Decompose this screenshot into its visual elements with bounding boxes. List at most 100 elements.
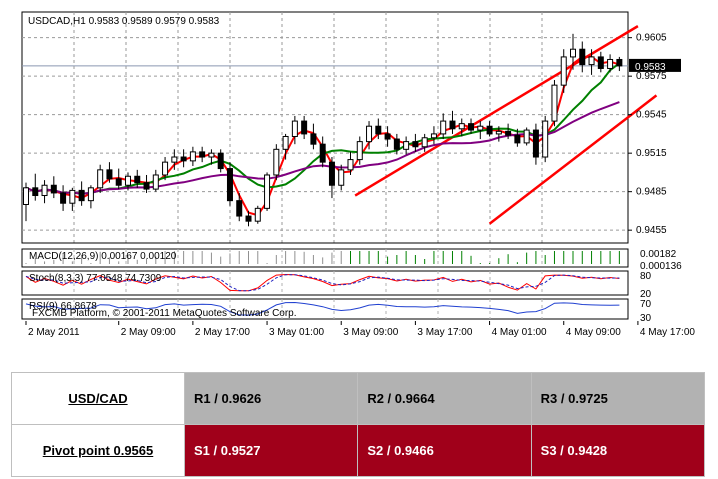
copyright-text: FXCMB Platform, © 2001-2011 MetaQuotes S… — [32, 308, 297, 319]
trend-channel-line — [488, 94, 658, 225]
candle-body — [468, 123, 475, 131]
candle-body — [588, 56, 595, 66]
candle-body — [78, 189, 85, 202]
pivot-cell: Pivot point 0.9565 — [11, 424, 185, 477]
candle-body — [97, 169, 104, 189]
candle-body — [134, 175, 141, 184]
candle-body — [152, 174, 159, 190]
candle-body — [477, 125, 484, 131]
candle-body — [328, 161, 335, 186]
candle-body — [532, 129, 539, 158]
candle-body — [87, 187, 94, 202]
candle-body — [375, 125, 382, 135]
candle-body — [264, 174, 271, 209]
r3-cell: R3 / 0.9725 — [530, 372, 706, 425]
current-price-box — [629, 58, 681, 72]
candle-body — [551, 84, 558, 122]
rsi-tick-label: 30 — [640, 313, 652, 324]
candle-body — [301, 120, 308, 135]
x-tick-label: 3 May 01:00 — [269, 327, 324, 338]
candle-body — [514, 134, 521, 144]
candle-body — [440, 120, 447, 135]
candle-body — [495, 130, 502, 135]
s3-cell: S3 / 0.9428 — [530, 424, 706, 477]
candle-body — [421, 137, 428, 148]
candle-body — [384, 133, 391, 140]
candle-body — [560, 56, 567, 86]
y-tick-label: 0.9545 — [636, 110, 667, 121]
candle-body — [570, 48, 577, 58]
chart-header: USDCAD,H1 0.9583 0.9589 0.9579 0.9583 — [28, 16, 220, 27]
y-tick-label: 0.9485 — [636, 187, 667, 198]
candle-body — [393, 138, 400, 150]
x-tick-label: 3 May 09:00 — [343, 327, 398, 338]
candle-body — [282, 135, 289, 150]
current-price-label: 0.9583 — [635, 62, 666, 73]
candle-body — [486, 125, 493, 135]
r1-cell: R1 / 0.9626 — [183, 372, 359, 425]
s2-cell: S2 / 0.9466 — [357, 424, 532, 477]
pivot-label: Pivot point 0.9565 — [42, 443, 154, 458]
candle-body — [245, 215, 252, 222]
candle-body — [430, 133, 437, 139]
rsi-line — [25, 301, 620, 316]
candle-body — [226, 168, 233, 202]
candle-body — [338, 169, 345, 186]
stoch-label: Stoch(8,3,3) 77.0548 74.7309 — [29, 273, 162, 284]
pivot-table: USD/CAD R1 / 0.9626 R2 / 0.9664 R3 / 0.9… — [11, 372, 706, 477]
x-tick-label: 2 May 2011 — [28, 327, 80, 338]
candle-body — [143, 182, 150, 190]
x-tick-label: 4 May 17:00 — [640, 327, 695, 338]
candle-body — [50, 184, 57, 194]
candle-body — [171, 156, 178, 163]
y-tick-label: 0.9515 — [636, 148, 667, 159]
candle-body — [162, 161, 169, 176]
candle-body — [208, 152, 215, 158]
candle-body — [115, 178, 122, 186]
candle-body — [310, 133, 317, 145]
candle-body — [291, 120, 298, 137]
candle-body — [254, 207, 261, 222]
candle-body — [106, 169, 113, 180]
candle-body — [319, 143, 326, 163]
candle-body — [23, 187, 29, 205]
pair-label: USD/CAD — [68, 391, 128, 406]
candle-body — [356, 141, 363, 161]
candle-body — [412, 141, 419, 148]
macd-tick-label: 0.000136 — [640, 261, 682, 272]
y-tick-label: 0.9605 — [636, 33, 667, 44]
r2-cell: R2 / 0.9664 — [357, 372, 532, 425]
s1-cell: S1 / 0.9527 — [183, 424, 359, 477]
candle-body — [236, 200, 243, 217]
candle-body — [189, 151, 196, 162]
x-tick-label: 3 May 17:00 — [417, 327, 472, 338]
candle-body — [60, 192, 67, 204]
candle-body — [597, 56, 604, 69]
stoch-main-line — [25, 273, 620, 292]
candle-body — [69, 189, 76, 204]
x-tick-label: 2 May 09:00 — [121, 327, 176, 338]
price-chart: MACD(12,26,9) 0.00167 0.00120 0.00182 0.00… — [21, 11, 696, 338]
candle-body — [199, 151, 206, 158]
candle-body — [273, 148, 280, 176]
candle-body — [41, 184, 48, 197]
candle-body — [347, 159, 354, 171]
candle-body — [542, 120, 549, 158]
candle-body — [607, 58, 614, 69]
candle-body — [523, 129, 530, 144]
pair-cell: USD/CAD — [11, 372, 185, 425]
candle-body — [458, 123, 465, 130]
candle-body — [505, 130, 512, 136]
candle-body — [180, 156, 187, 162]
macd-tick-label: 0.00182 — [640, 249, 677, 260]
trend-channel-line — [354, 25, 639, 197]
macd-panel — [21, 248, 629, 268]
candle-body — [217, 152, 224, 170]
candle-body — [124, 175, 131, 186]
stoch-tick-label: 20 — [640, 289, 652, 300]
y-tick-label: 0.9455 — [636, 225, 667, 236]
candle-body — [579, 48, 586, 66]
candle-body — [449, 120, 456, 130]
candle-body — [366, 125, 373, 143]
rsi-tick-label: 70 — [640, 299, 652, 310]
